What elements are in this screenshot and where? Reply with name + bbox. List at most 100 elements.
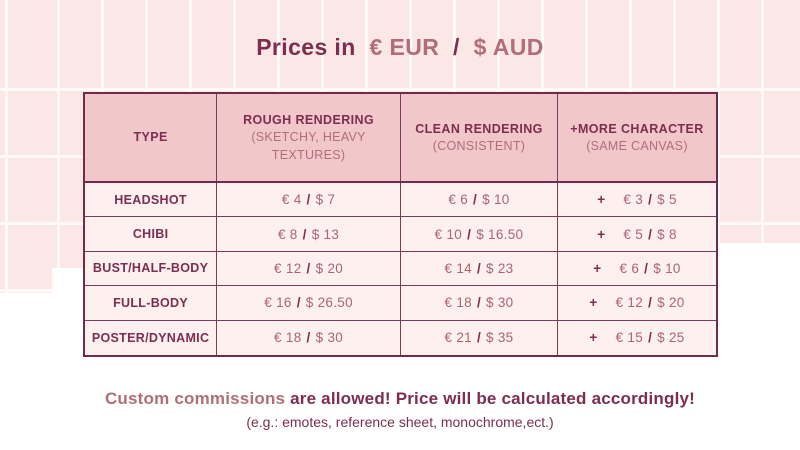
price-aud: $ 20 xyxy=(657,295,685,311)
table-row: FULL-BODY € 16 / $ 26.50 € 18 / $ 30 + €… xyxy=(85,286,716,321)
price-aud: $ 10 xyxy=(653,260,681,276)
price-eur: € 4 xyxy=(281,192,302,208)
price-aud: $ 30 xyxy=(486,295,514,311)
plus-sign: + xyxy=(593,260,602,276)
price-eur: € 14 xyxy=(444,260,472,276)
price-aud: $ 23 xyxy=(486,260,514,276)
type-cell: HEADSHOT xyxy=(85,183,218,217)
rough-price-cell: € 4 / $ 7 xyxy=(217,183,401,217)
plus-sign: + xyxy=(589,295,598,311)
price-eur: € 12 xyxy=(615,295,644,311)
column-header: CLEAN RENDERING (CONSISTENT) xyxy=(401,94,558,181)
price-aud: $ 10 xyxy=(482,192,510,208)
table-row: POSTER/DYNAMIC € 18 / $ 30 € 21 / $ 35 +… xyxy=(85,320,716,355)
table-body: HEADSHOT € 4 / $ 7 € 6 / $ 10 + € 3 / $ … xyxy=(85,183,716,355)
title-aud: $ AUD xyxy=(473,34,544,60)
column-header: TYPE xyxy=(85,94,218,181)
price-separator: / xyxy=(648,330,653,346)
price-separator: / xyxy=(296,295,301,311)
price-eur: € 6 xyxy=(448,192,469,208)
price-separator: / xyxy=(306,260,311,276)
price-eur: € 10 xyxy=(434,226,463,242)
table-row: CHIBI € 8 / $ 13 € 10 / $ 16.50 + € 5 / … xyxy=(85,217,716,252)
clean-price-cell: € 14 / $ 23 xyxy=(401,251,558,286)
price-eur: € 18 xyxy=(274,330,302,346)
column-header: +MORE CHARACTER (SAME CANVAS) xyxy=(558,94,716,181)
column-header-title: +MORE CHARACTER xyxy=(570,121,704,136)
price-eur: € 3 xyxy=(623,192,644,208)
page-title: Prices in € EUR / $ AUD xyxy=(0,34,800,61)
price-aud: $ 26.50 xyxy=(305,295,353,311)
price-separator: / xyxy=(302,226,307,242)
footer-highlight: Custom commissions xyxy=(104,389,286,408)
column-header-title: TYPE xyxy=(133,130,168,145)
price-eur: € 21 xyxy=(444,330,472,346)
column-header-subtitle: (SAME CANVAS) xyxy=(586,138,688,153)
price-eur: € 16 xyxy=(264,295,292,311)
extra-character-price-cell: + € 15 / $ 25 xyxy=(558,321,716,355)
footer-line1-rest: are allowed! Price will be calculated ac… xyxy=(285,389,696,408)
clean-price-cell: € 18 / $ 30 xyxy=(401,286,558,320)
price-separator: / xyxy=(648,295,653,311)
price-aud: $ 20 xyxy=(315,260,344,276)
type-cell: FULL-BODY xyxy=(85,286,218,320)
price-aud: $ 7 xyxy=(315,192,336,208)
table-row: BUST/HALF-BODY € 12 / $ 20 € 14 / $ 23 +… xyxy=(85,251,716,287)
price-separator: / xyxy=(476,330,482,346)
type-cell: CHIBI xyxy=(85,217,218,251)
price-separator: / xyxy=(476,260,482,276)
rough-price-cell: € 8 / $ 13 xyxy=(217,217,401,251)
price-eur: € 8 xyxy=(277,226,298,242)
price-separator: / xyxy=(644,260,649,276)
extra-character-price-cell: + € 12 / $ 20 xyxy=(558,286,716,319)
price-separator: / xyxy=(467,226,472,242)
table-header-row: TYPE ROUGH RENDERING (SKETCHY, HEAVY TEX… xyxy=(85,94,716,183)
price-aud: $ 16.50 xyxy=(476,226,524,242)
price-separator: / xyxy=(648,192,653,208)
column-header-title: CLEAN RENDERING xyxy=(415,121,543,136)
background-step-right xyxy=(718,243,800,293)
footer-line1: Custom commissions are allowed! Price wi… xyxy=(0,389,800,409)
price-separator: / xyxy=(476,295,482,311)
plus-sign: + xyxy=(589,330,598,346)
price-separator: / xyxy=(306,192,311,208)
price-aud: $ 30 xyxy=(315,330,344,346)
clean-price-cell: € 6 / $ 10 xyxy=(401,183,558,217)
price-aud: $ 35 xyxy=(486,330,514,346)
footer-line2: (e.g.: emotes, reference sheet, monochro… xyxy=(246,414,554,430)
column-header-subtitle: (SKETCHY, HEAVY TEXTURES) xyxy=(251,130,366,162)
clean-price-cell: € 10 / $ 16.50 xyxy=(401,217,558,251)
price-separator: / xyxy=(473,192,478,208)
price-table: TYPE ROUGH RENDERING (SKETCHY, HEAVY TEX… xyxy=(83,92,718,357)
rough-price-cell: € 16 / $ 26.50 xyxy=(217,286,401,320)
clean-price-cell: € 21 / $ 35 xyxy=(401,320,558,355)
price-aud: $ 13 xyxy=(311,226,340,242)
price-eur: € 5 xyxy=(623,226,644,242)
price-aud: $ 25 xyxy=(657,330,685,346)
column-header: ROUGH RENDERING (SKETCHY, HEAVY TEXTURES… xyxy=(217,94,401,181)
plus-sign: + xyxy=(597,226,606,242)
extra-character-price-cell: + € 3 / $ 5 xyxy=(558,183,716,216)
type-cell: POSTER/DYNAMIC xyxy=(85,320,218,355)
price-eur: € 6 xyxy=(619,260,640,276)
price-aud: $ 8 xyxy=(657,226,677,242)
price-separator: / xyxy=(306,330,311,346)
extra-character-price-cell: + € 5 / $ 8 xyxy=(558,217,716,250)
rough-price-cell: € 18 / $ 30 xyxy=(217,320,401,355)
title-eur: € EUR xyxy=(369,34,440,60)
price-eur: € 12 xyxy=(274,260,302,276)
price-aud: $ 5 xyxy=(657,192,677,208)
column-header-subtitle: (CONSISTENT) xyxy=(432,138,526,153)
price-eur: € 18 xyxy=(444,295,472,311)
title-separator: / xyxy=(453,34,460,60)
extra-character-price-cell: + € 6 / $ 10 xyxy=(558,252,716,285)
type-cell: BUST/HALF-BODY xyxy=(85,251,218,286)
footer-note: Custom commissions are allowed! Price wi… xyxy=(0,389,800,430)
price-separator: / xyxy=(648,226,653,242)
title-prefix: Prices in xyxy=(256,34,356,60)
plus-sign: + xyxy=(597,192,606,208)
rough-price-cell: € 12 / $ 20 xyxy=(217,251,401,286)
column-header-title: ROUGH RENDERING xyxy=(243,112,375,127)
price-eur: € 15 xyxy=(615,330,644,346)
table-row: HEADSHOT € 4 / $ 7 € 6 / $ 10 + € 3 / $ … xyxy=(85,183,716,218)
